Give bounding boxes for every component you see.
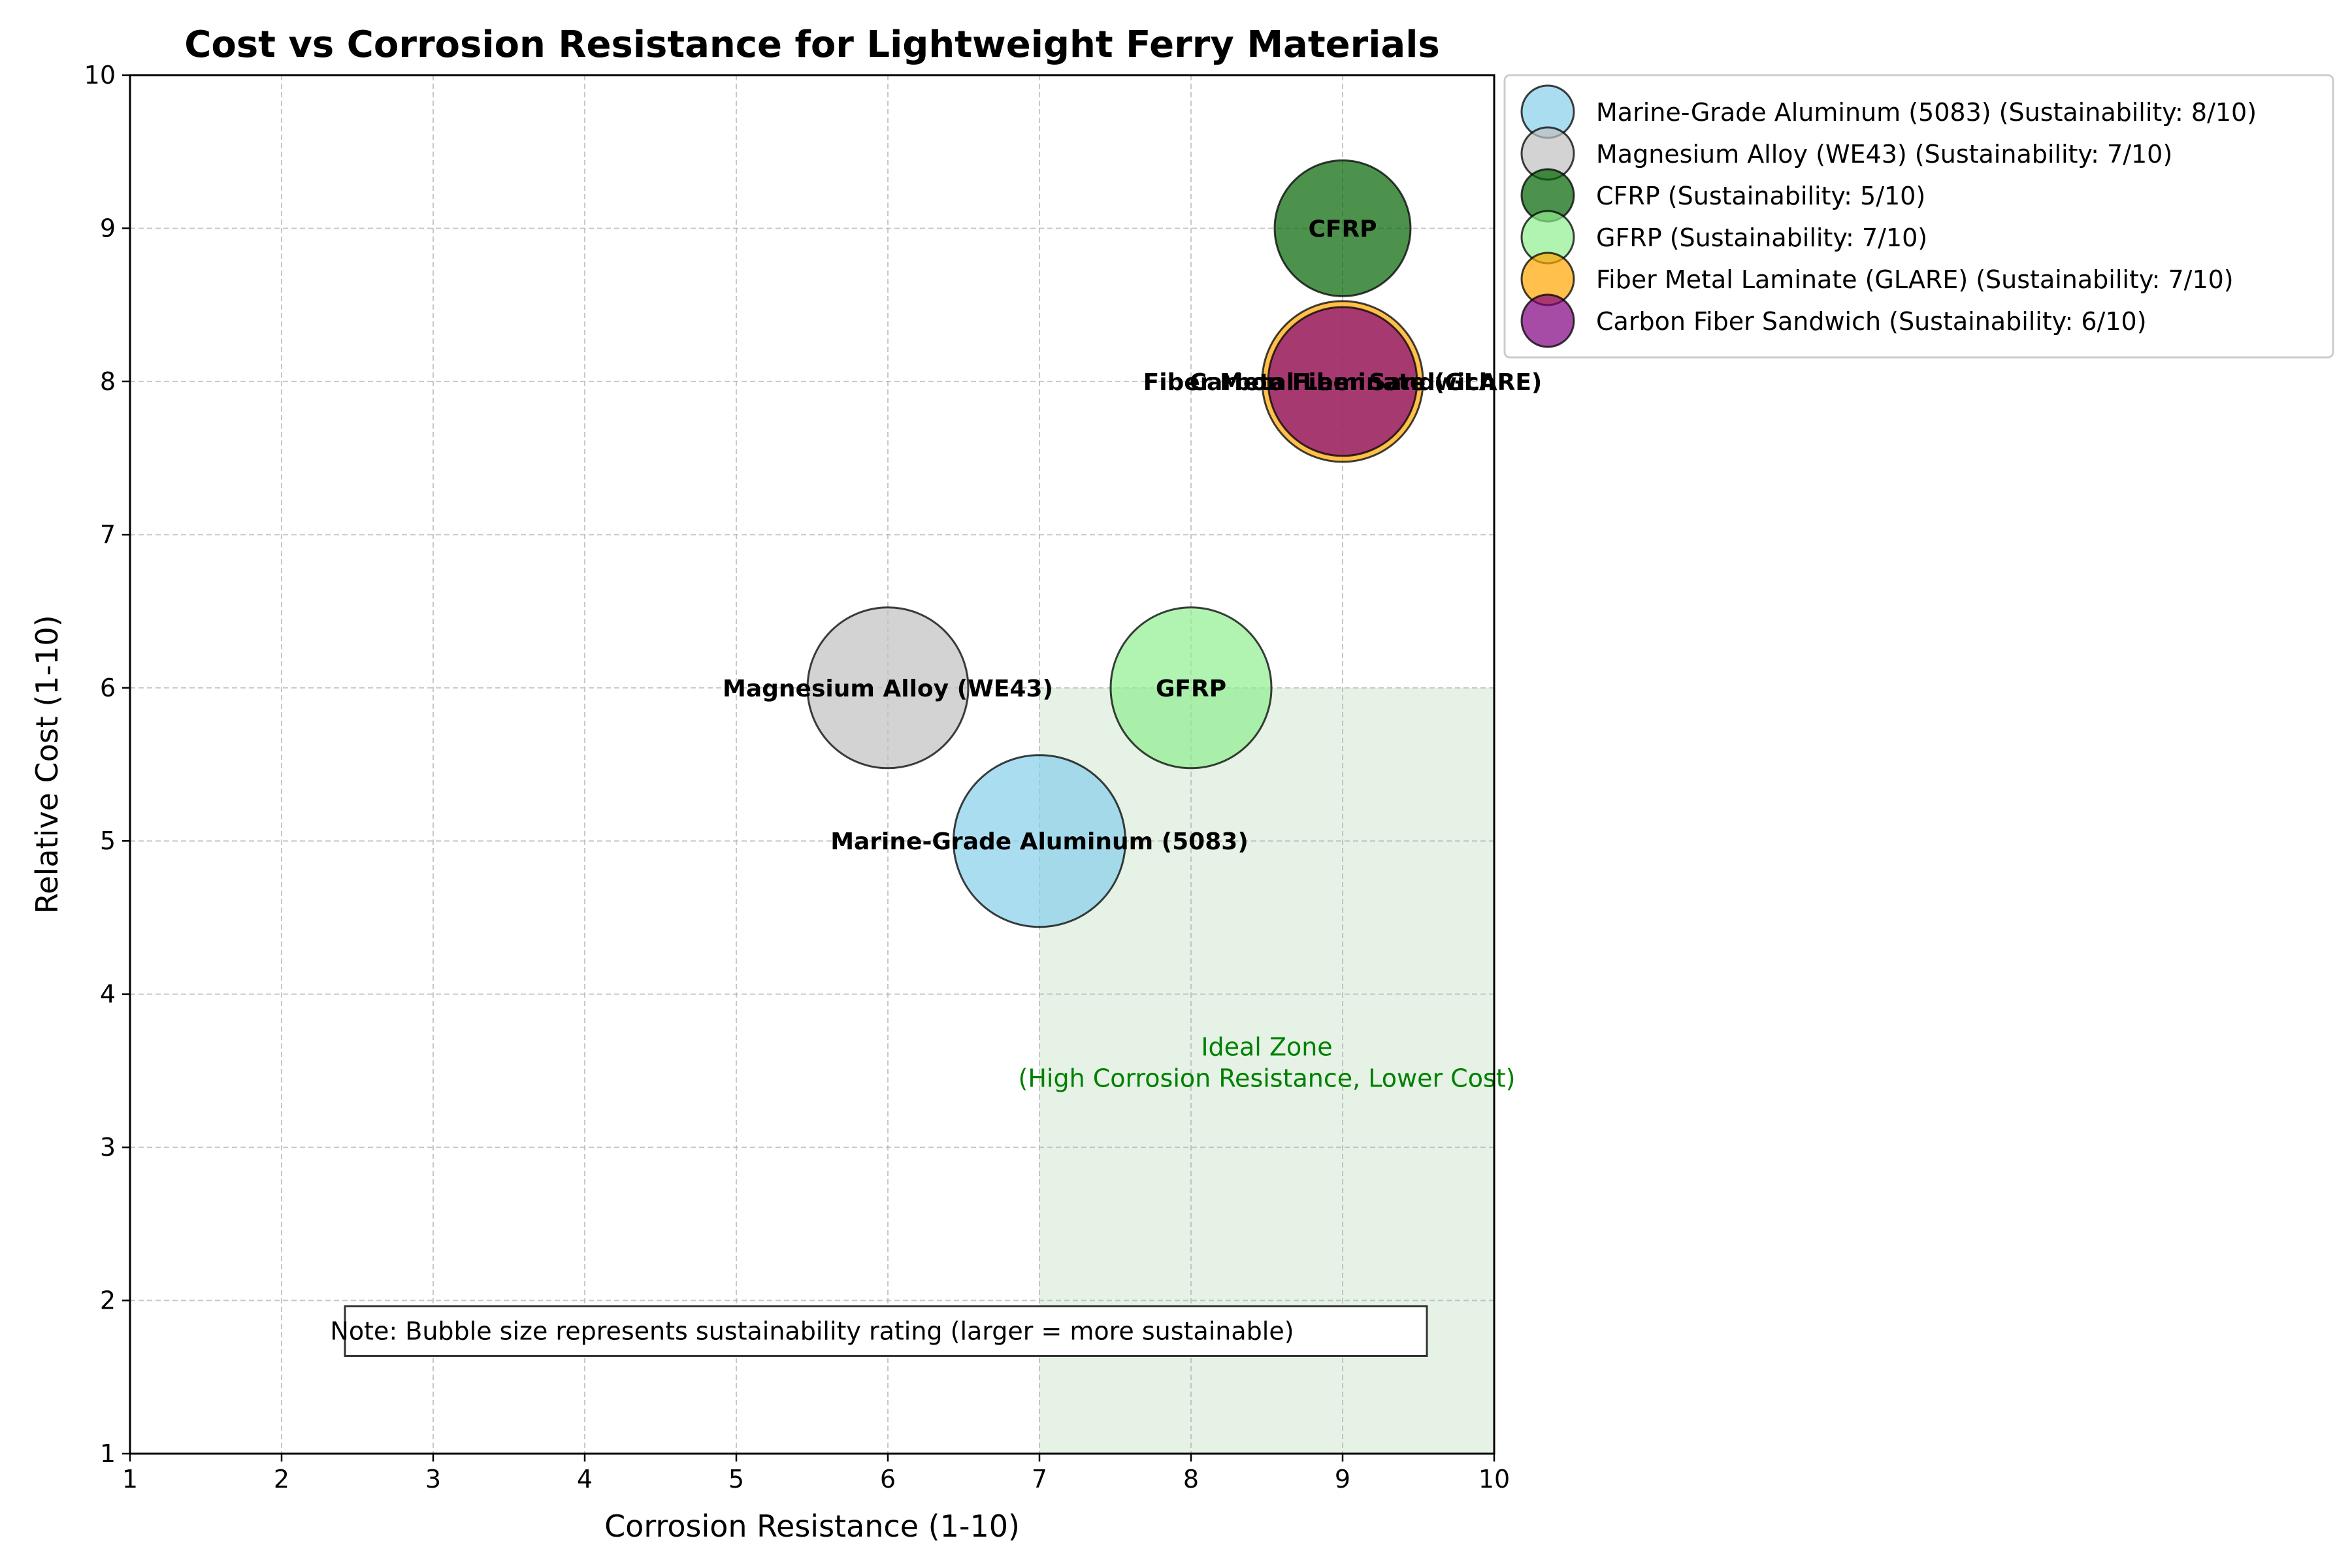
note-box <box>344 1305 1428 1357</box>
x-tick-label: 8 <box>1183 1465 1199 1494</box>
point-label-1: Magnesium Alloy (WE43) <box>723 676 1053 702</box>
y-tick-label: 6 <box>100 674 116 702</box>
y-tick-label: 7 <box>100 520 116 549</box>
y-axis-label: Relative Cost (1-10) <box>29 615 65 913</box>
point-label-3: GFRP <box>1156 676 1226 702</box>
point-label-2: CFRP <box>1308 216 1377 242</box>
y-tick-label: 1 <box>100 1439 116 1468</box>
chart-title: Cost vs Corrosion Resistance for Lightwe… <box>184 24 1439 66</box>
note-text: Note: Bubble size represents sustainabil… <box>330 1316 1294 1345</box>
x-tick-label: 6 <box>880 1465 896 1494</box>
y-tick-label: 5 <box>100 826 116 855</box>
y-tick-label: 3 <box>100 1133 116 1162</box>
data-point-5[interactable] <box>1267 306 1418 457</box>
x-tick-label: 7 <box>1032 1465 1047 1494</box>
x-tick-label: 3 <box>425 1465 441 1494</box>
legend-entry-1: Magnesium Alloy (WE43) (Sustainability: … <box>1596 140 2172 169</box>
y-tick-label: 2 <box>100 1286 116 1315</box>
y-tick-label: 9 <box>100 214 116 242</box>
x-tick-label: 10 <box>1478 1465 1510 1494</box>
plot-frame <box>129 74 1495 1455</box>
y-tick-label: 4 <box>100 980 116 1009</box>
point-label-4: Fiber Metal Laminate (GLARE) <box>1143 369 1543 396</box>
point-label-5: Carbon Fiber Sandwich <box>1190 369 1496 396</box>
ideal-zone-label: Ideal Zone (High Corrosion Resistance, Lo… <box>1019 1032 1516 1092</box>
data-point-1[interactable] <box>806 606 970 770</box>
x-axis-label: Corrosion Resistance (1-10) <box>604 1509 1020 1544</box>
point-label-0: Marine-Grade Aluminum (5083) <box>830 828 1249 855</box>
x-tick-label: 4 <box>577 1465 593 1494</box>
legend-marker-5 <box>1520 293 1575 348</box>
legend-entry-3: GFRP (Sustainability: 7/10) <box>1596 223 1927 252</box>
data-point-0[interactable] <box>952 754 1127 928</box>
legend-entry-4: Fiber Metal Laminate (GLARE) (Sustainabi… <box>1596 265 2234 294</box>
x-tick-label: 2 <box>274 1465 289 1494</box>
data-point-2[interactable] <box>1273 159 1412 297</box>
y-tick-label: 8 <box>100 367 116 396</box>
x-tick-label: 1 <box>122 1465 138 1494</box>
legend-box <box>1503 74 2334 359</box>
legend-entry-2: CFRP (Sustainability: 5/10) <box>1596 182 1925 210</box>
y-tick-label: 10 <box>84 61 116 90</box>
legend-entry-0: Marine-Grade Aluminum (5083) (Sustainabi… <box>1596 98 2257 127</box>
x-tick-label: 5 <box>728 1465 744 1494</box>
data-point-3[interactable] <box>1109 606 1273 770</box>
x-tick-label: 9 <box>1335 1465 1350 1494</box>
legend-entry-5: Carbon Fiber Sandwich (Sustainability: 6… <box>1596 307 2147 336</box>
